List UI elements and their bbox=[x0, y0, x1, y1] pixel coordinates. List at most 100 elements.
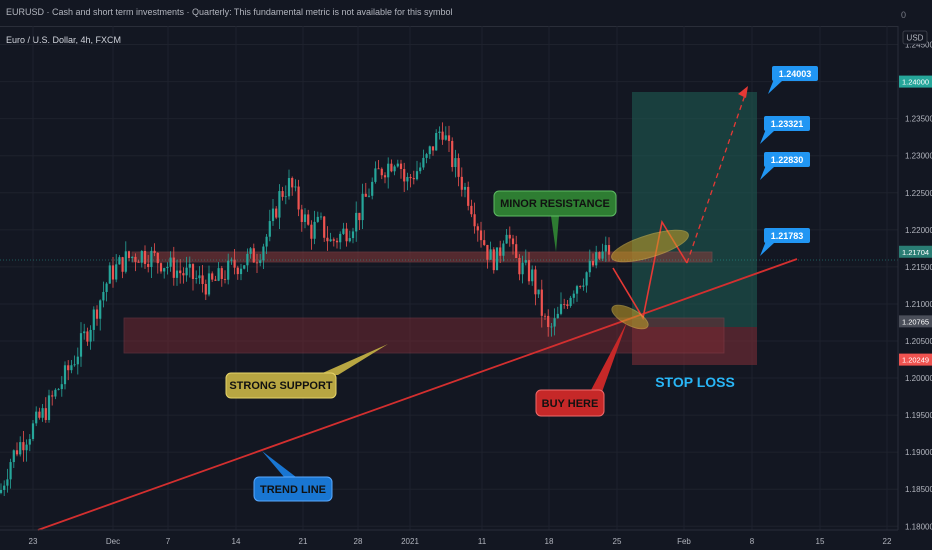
value-tags: 1.24003 1.23321 1.22830 1.21783 bbox=[760, 66, 818, 256]
candle-body bbox=[572, 293, 575, 298]
buy-here-label: BUY HERE bbox=[542, 398, 599, 410]
minor-resistance-callout[interactable]: MINOR RESISTANCE bbox=[493, 190, 617, 252]
candle-body bbox=[454, 158, 457, 168]
candle-body bbox=[585, 272, 588, 286]
candle-body bbox=[431, 146, 435, 151]
x-tick-label: 11 bbox=[478, 537, 487, 546]
candle-body bbox=[233, 259, 236, 268]
candle-body bbox=[41, 408, 44, 418]
y-tick-label: 1.24500 bbox=[905, 41, 932, 50]
value-tag-label: 1.22830 bbox=[771, 155, 804, 165]
candle-body bbox=[211, 273, 214, 280]
candle-body bbox=[115, 264, 118, 280]
candle-body bbox=[441, 131, 444, 140]
y-tick-label: 1.20500 bbox=[905, 337, 932, 346]
candle-body bbox=[460, 176, 463, 190]
candle-body bbox=[297, 186, 300, 210]
candle-body bbox=[108, 265, 111, 284]
candle-body bbox=[518, 257, 521, 275]
candle-body bbox=[422, 157, 425, 168]
candle-body bbox=[22, 442, 25, 451]
candle-body bbox=[540, 289, 543, 316]
candle-body bbox=[147, 263, 150, 268]
candle-body bbox=[371, 181, 374, 196]
candle-body bbox=[127, 251, 131, 259]
candle-body bbox=[214, 279, 217, 281]
candle-body bbox=[47, 395, 51, 420]
candle-body bbox=[259, 260, 262, 263]
candle-body bbox=[345, 228, 348, 242]
x-tick-label: 23 bbox=[29, 537, 38, 546]
candle-body bbox=[495, 247, 499, 271]
candle-body bbox=[566, 304, 569, 306]
candle-body bbox=[508, 234, 511, 239]
symbol-legend[interactable]: Euro / U.S. Dollar, 4h, FXCM bbox=[6, 35, 122, 45]
y-tick-label: 1.19000 bbox=[905, 448, 932, 457]
x-tick-label: 28 bbox=[354, 537, 363, 546]
candle-body bbox=[163, 268, 166, 272]
candle-body bbox=[284, 196, 287, 198]
value-tag-label: 1.24003 bbox=[779, 69, 812, 79]
value-tag-bg bbox=[772, 66, 818, 81]
time-axis[interactable]: 23 Dec 7 14 21 28 2021 11 18 25 Feb 8 15 22 bbox=[29, 537, 892, 546]
candle-body bbox=[543, 315, 547, 317]
y-tick-label: 1.19500 bbox=[905, 411, 932, 420]
candle-body bbox=[579, 286, 582, 287]
candle-body bbox=[153, 250, 156, 254]
grid bbox=[0, 26, 898, 530]
candle-body bbox=[447, 135, 451, 141]
y-tick-label: 1.23000 bbox=[905, 152, 932, 161]
candle-body bbox=[457, 158, 460, 177]
breakout-ellipse bbox=[611, 229, 689, 263]
indicator-value: 0 bbox=[900, 10, 906, 20]
candle-body bbox=[243, 265, 246, 269]
strong-support-label: STRONG SUPPORT bbox=[229, 380, 333, 392]
candle-body bbox=[483, 240, 486, 245]
value-tag-label: 1.21783 bbox=[771, 231, 804, 241]
candle-body bbox=[3, 485, 6, 490]
candle-body bbox=[604, 245, 607, 252]
x-tick-label: 2021 bbox=[401, 537, 419, 546]
candle-body bbox=[403, 169, 406, 182]
candle-body bbox=[166, 266, 169, 269]
candle-body bbox=[505, 234, 508, 244]
currency-badge[interactable]: USD bbox=[902, 30, 928, 45]
price-label-bg bbox=[899, 75, 932, 88]
candle-body bbox=[92, 309, 95, 330]
buy-here-callout[interactable]: BUY HERE bbox=[535, 322, 627, 417]
candle-body bbox=[601, 251, 604, 259]
candle-body bbox=[89, 329, 92, 342]
candle-body bbox=[150, 250, 153, 268]
candle-body bbox=[38, 411, 41, 418]
candle-body bbox=[511, 238, 515, 245]
candle-body bbox=[303, 214, 307, 222]
candle-body bbox=[201, 275, 204, 284]
price-label: 1.21704 bbox=[902, 248, 929, 257]
candle-body bbox=[486, 244, 489, 260]
candle-body bbox=[239, 268, 243, 275]
minor-resistance-label: MINOR RESISTANCE bbox=[500, 198, 610, 210]
candle-body bbox=[348, 238, 351, 242]
strong-support-callout[interactable]: STRONG SUPPORT bbox=[225, 344, 388, 399]
candle-body bbox=[588, 260, 591, 273]
projection-dashed bbox=[686, 91, 747, 264]
candle-body bbox=[172, 257, 175, 278]
projection-arrow bbox=[738, 86, 748, 98]
x-tick-label: 7 bbox=[166, 537, 171, 546]
candle-body bbox=[271, 208, 275, 222]
value-tag-pointer bbox=[760, 241, 774, 256]
y-tick-label: 1.21000 bbox=[905, 300, 932, 309]
value-tag-bg bbox=[764, 228, 810, 243]
candle-body bbox=[326, 237, 329, 242]
x-tick-label: Dec bbox=[106, 537, 120, 546]
candle-body bbox=[467, 186, 470, 206]
value-tag-bg bbox=[764, 116, 810, 131]
candle-body bbox=[377, 168, 380, 170]
candle-body bbox=[342, 228, 345, 234]
candle-body bbox=[275, 208, 278, 218]
candle-body bbox=[598, 252, 601, 259]
candle-body bbox=[246, 253, 249, 266]
trend-line-callout[interactable]: TREND LINE bbox=[253, 451, 333, 502]
candle-body bbox=[444, 135, 447, 140]
